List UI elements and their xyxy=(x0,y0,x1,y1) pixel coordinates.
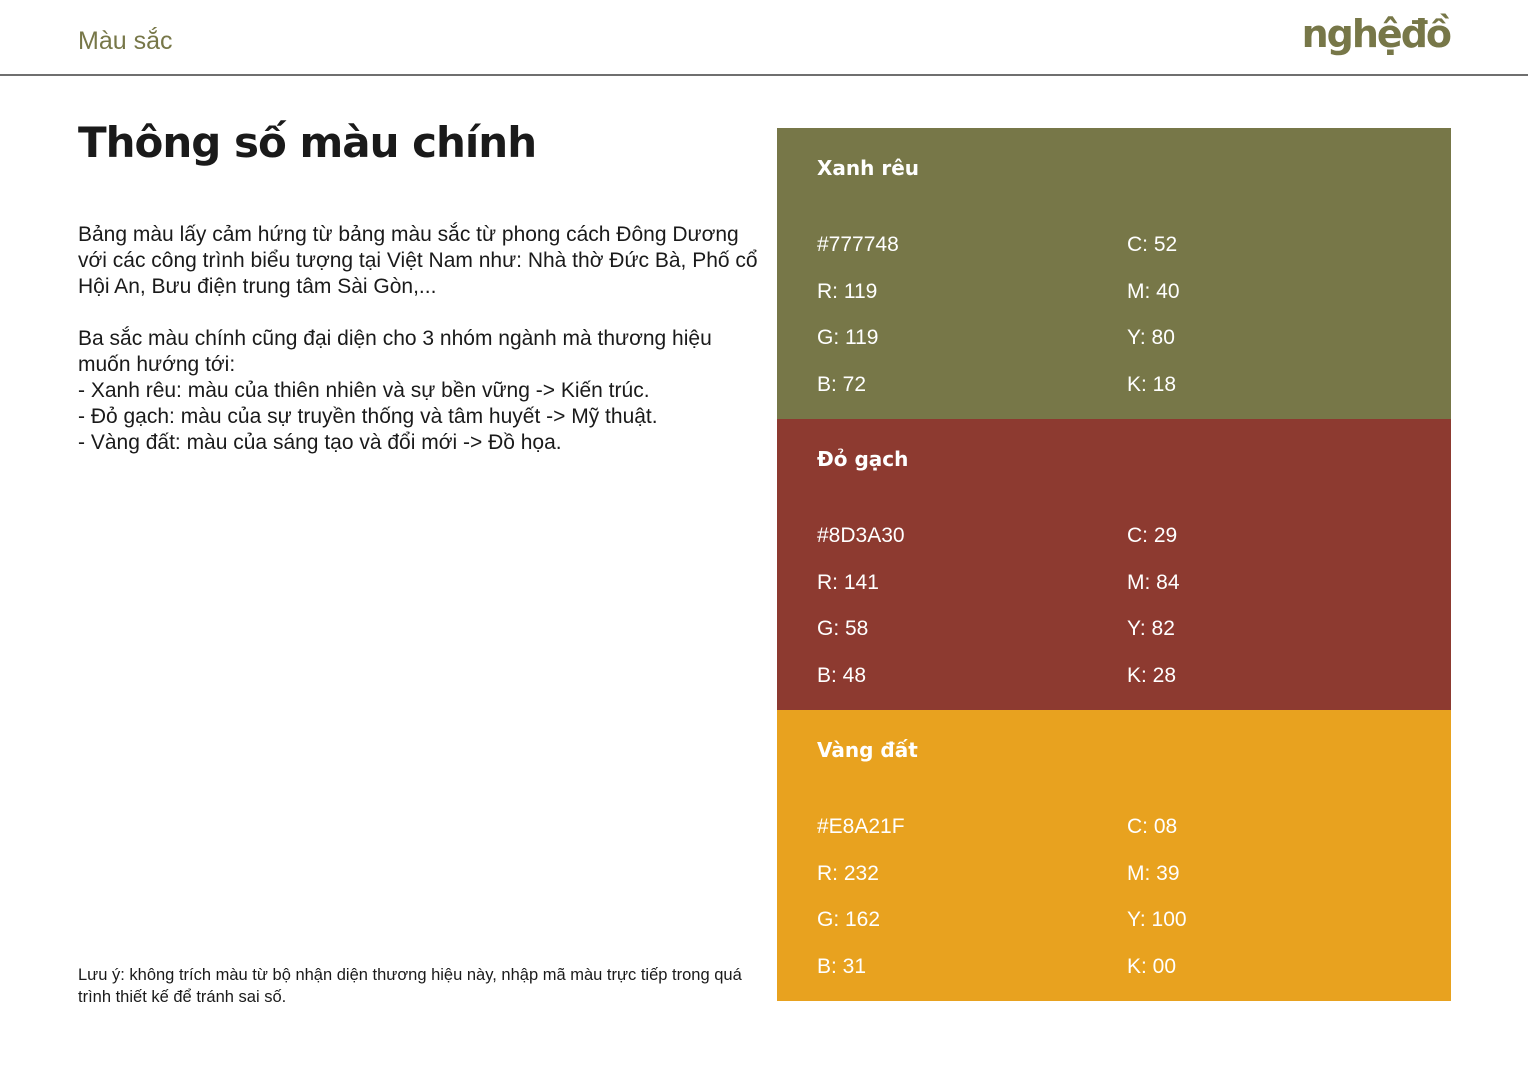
intro-paragraph-1: Bảng màu lấy cảm hứng từ bảng màu sắc từ… xyxy=(78,223,758,298)
hex-value: #777748 xyxy=(817,233,899,256)
rgb-values: #8D3A30 R: 141 G: 58 B: 48 xyxy=(817,523,905,710)
c-value: C: 29 xyxy=(1127,524,1178,547)
hex-value: #8D3A30 xyxy=(817,524,905,547)
cmyk-values: C: 29 M: 84 Y: 82 K: 28 xyxy=(1127,523,1180,710)
k-value: K: 00 xyxy=(1127,955,1177,979)
y-value: Y: 80 xyxy=(1127,326,1175,350)
r-value: R: 232 xyxy=(817,861,879,885)
section-label: Màu sắc xyxy=(78,27,173,55)
b-value: B: 31 xyxy=(817,955,867,979)
cmyk-values: C: 52 M: 40 Y: 80 K: 18 xyxy=(1127,232,1180,419)
color-swatch-vang-dat: Vàng đất #E8A21F R: 232 G: 162 B: 31 C: … xyxy=(777,710,1451,1001)
c-value: C: 52 xyxy=(1127,233,1178,256)
b-value: B: 48 xyxy=(817,664,867,688)
color-swatch-xanh-reu: Xanh rêu #777748 R: 119 G: 119 B: 72 C: … xyxy=(777,128,1451,419)
b-value: B: 72 xyxy=(817,373,867,397)
color-name: Xanh rêu xyxy=(817,156,920,180)
brand-logo: nghệđồ xyxy=(1301,12,1452,56)
intro-paragraph-2: Ba sắc màu chính cũng đại diện cho 3 nhó… xyxy=(78,327,712,376)
k-value: K: 28 xyxy=(1127,664,1177,688)
rgb-values: #E8A21F R: 232 G: 162 B: 31 xyxy=(817,814,905,1001)
page-title: Thông số màu chính xyxy=(78,118,537,167)
m-value: M: 84 xyxy=(1127,570,1180,594)
rgb-values: #777748 R: 119 G: 119 B: 72 xyxy=(817,232,899,419)
hex-value: #E8A21F xyxy=(817,815,905,838)
y-value: Y: 100 xyxy=(1127,908,1187,932)
r-value: R: 119 xyxy=(817,279,878,303)
k-value: K: 18 xyxy=(1127,373,1177,397)
color-name: Vàng đất xyxy=(817,738,918,762)
page-header: Màu sắc nghệđồ xyxy=(0,0,1528,76)
intro-bullet: - Xanh rêu: màu của thiên nhiên và sự bề… xyxy=(78,379,650,402)
r-value: R: 141 xyxy=(817,570,879,594)
g-value: G: 58 xyxy=(817,617,869,641)
g-value: G: 119 xyxy=(817,326,879,350)
intro-bullet: - Đỏ gạch: màu của sự truyền thống và tâ… xyxy=(78,405,658,428)
usage-note: Lưu ý: không trích màu từ bộ nhận diện t… xyxy=(78,966,742,1006)
m-value: M: 40 xyxy=(1127,279,1180,303)
m-value: M: 39 xyxy=(1127,861,1180,885)
color-swatch-do-gach: Đỏ gạch #8D3A30 R: 141 G: 58 B: 48 C: 29… xyxy=(777,419,1451,710)
cmyk-values: C: 08 M: 39 Y: 100 K: 00 xyxy=(1127,814,1187,1001)
intro-bullet: - Vàng đất: màu của sáng tạo và đổi mới … xyxy=(78,431,562,454)
g-value: G: 162 xyxy=(817,908,881,932)
c-value: C: 08 xyxy=(1127,815,1178,838)
color-palette: Xanh rêu #777748 R: 119 G: 119 B: 72 C: … xyxy=(777,128,1451,1001)
color-name: Đỏ gạch xyxy=(817,447,909,471)
y-value: Y: 82 xyxy=(1127,617,1175,641)
intro-text: Bảng màu lấy cảm hứng từ bảng màu sắc từ… xyxy=(78,222,768,456)
